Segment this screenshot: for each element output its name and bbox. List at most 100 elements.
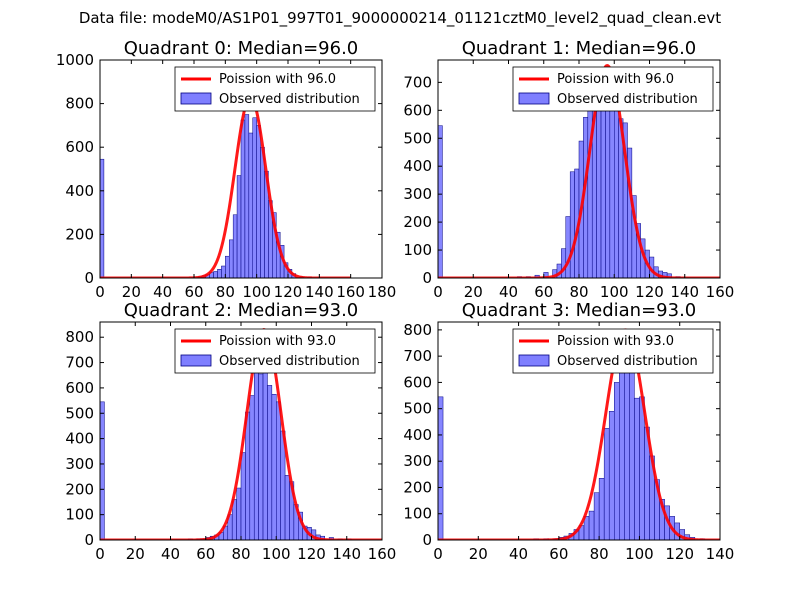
histogram-bar-0 [438, 125, 443, 278]
y-tick-label-8: 800 [65, 328, 94, 346]
histogram-bar-16 [258, 373, 264, 540]
histogram-bar-19 [634, 397, 640, 540]
y-tick-label-4: 400 [65, 430, 94, 448]
y-tick-label-6: 600 [65, 379, 94, 397]
legend: Poission with 96.0 Observed distribution [512, 66, 714, 112]
histogram-bar-0 [100, 158, 105, 278]
x-tick-label-0: 0 [95, 283, 105, 301]
x-tick-label-7: 140 [305, 283, 334, 301]
x-tick-label-8: 160 [706, 283, 735, 301]
histogram-bar-17 [262, 371, 268, 540]
histogram-bar-6 [217, 269, 222, 278]
y-tick-label-3: 600 [65, 138, 94, 156]
x-tick-label-3: 60 [534, 283, 553, 301]
legend-bar-label: Observed distribution [219, 354, 360, 369]
histogram-bar-15 [252, 117, 257, 278]
legend-bar-swatch [518, 92, 550, 105]
x-tick-label-8: 160 [336, 283, 365, 301]
histogram-bar-12 [240, 119, 246, 278]
y-tick-label-2: 200 [403, 213, 432, 231]
y-tick-label-2: 400 [65, 182, 94, 200]
histogram-bar-5 [213, 271, 218, 278]
quadrant-1-panel: 0 20 40 60 80 100 120 140 160 0 100 200 300 400 500 600… [403, 38, 734, 301]
histogram-bar-11 [236, 175, 242, 278]
histogram-bar-15 [253, 361, 259, 540]
x-tick-label-1: 20 [464, 283, 483, 301]
y-tick-label-7: 700 [403, 347, 432, 365]
y-tick-label-1: 100 [403, 241, 432, 259]
histogram-bar-22 [284, 475, 290, 540]
histogram-bar-19 [271, 393, 277, 540]
legend-line-label: Poission with 93.0 [219, 334, 336, 349]
quadrant-3-panel: 0 20 40 60 80 100 120 140 0 100 200 300 400 500 600 700… [403, 300, 734, 563]
x-tick-label-4: 80 [569, 283, 588, 301]
panel-title: Quadrant 3: Median=93.0 [462, 300, 697, 321]
y-tick-label-4: 400 [403, 157, 432, 175]
quadrant-0-panel: 0 20 40 60 80 100 120 140 160 180 0 200 400 600 800 100… [56, 38, 397, 301]
x-tick-label-6: 120 [274, 283, 303, 301]
legend-bar-swatch [518, 354, 550, 367]
x-tick-label-3: 60 [196, 545, 215, 563]
x-tick-label-9: 180 [368, 283, 397, 301]
y-tick-label-5: 1000 [56, 51, 94, 69]
histogram-bar-7 [561, 248, 567, 278]
axes-frame [437, 321, 721, 541]
y-tick-label-1: 100 [403, 505, 432, 523]
histogram-bar-11 [236, 487, 242, 540]
x-tick-label-5: 100 [262, 545, 291, 563]
histogram-bar-15 [614, 382, 620, 540]
x-tick-label-4: 80 [216, 283, 235, 301]
legend-line-label: Poission with 93.0 [557, 334, 674, 349]
y-tick-label-7: 700 [65, 354, 94, 372]
histogram-bar-9 [569, 171, 575, 278]
y-tick-label-1: 200 [65, 225, 94, 243]
x-tick-label-6: 120 [297, 545, 326, 563]
legend-bar-swatch [180, 92, 212, 105]
histogram-bar-0 [100, 401, 105, 540]
histogram-bar-11 [593, 492, 600, 540]
legend: Poission with 93.0 Observed distribution [174, 328, 376, 374]
x-tick-label-4: 80 [590, 545, 609, 563]
x-tick-label-1: 20 [126, 545, 145, 563]
histogram-bar-0 [438, 396, 444, 540]
histogram-bars [100, 361, 352, 540]
x-tick-label-0: 0 [433, 283, 443, 301]
histogram-bars [438, 69, 681, 278]
figure-suptitle: Data file: modeM0/AS1P01_997T01_90000002… [78, 9, 722, 27]
x-tick-label-1: 20 [122, 283, 141, 301]
legend-bar-label: Observed distribution [219, 92, 360, 107]
x-tick-label-3: 60 [549, 545, 568, 563]
legend-line-label: Poission with 96.0 [557, 72, 674, 87]
y-tick-label-2: 200 [403, 478, 432, 496]
quadrant-2-panel: 0 20 40 60 80 100 120 140 160 0 100 200 300 400 500 600… [65, 300, 396, 563]
x-tick-label-5: 100 [600, 283, 629, 301]
y-tick-label-0: 0 [422, 269, 432, 287]
histogram-bar-18 [267, 385, 273, 540]
x-tick-label-3: 60 [184, 283, 203, 301]
histogram-bar-10 [232, 214, 238, 278]
x-tick-label-2: 40 [499, 283, 518, 301]
histogram-bar-8 [225, 255, 230, 278]
y-tick-label-0: 0 [84, 531, 94, 549]
x-tick-label-6: 120 [665, 545, 694, 563]
y-tick-label-3: 300 [65, 455, 94, 473]
histogram-bar-18 [629, 358, 635, 540]
histogram-bar-10 [588, 510, 595, 540]
histogram-bar-13 [603, 428, 610, 540]
histogram-bar-14 [248, 132, 253, 278]
x-tick-label-6: 120 [635, 283, 664, 301]
y-tick-label-1: 100 [65, 506, 94, 524]
legend: Poission with 93.0 Observed distribution [512, 328, 714, 374]
y-tick-label-6: 600 [403, 373, 432, 391]
x-tick-label-2: 40 [161, 545, 180, 563]
y-tick-label-5: 500 [403, 400, 432, 418]
x-tick-label-4: 80 [231, 545, 250, 563]
x-tick-label-0: 0 [433, 545, 443, 563]
legend-line-label: Poission with 96.0 [219, 72, 336, 87]
y-tick-label-2: 200 [65, 480, 94, 498]
histogram-bar-13 [244, 114, 250, 278]
legend-bar-swatch [180, 354, 212, 367]
y-tick-label-7: 700 [403, 73, 432, 91]
histogram-bar-20 [276, 401, 281, 540]
histogram-bar-13 [245, 411, 251, 540]
